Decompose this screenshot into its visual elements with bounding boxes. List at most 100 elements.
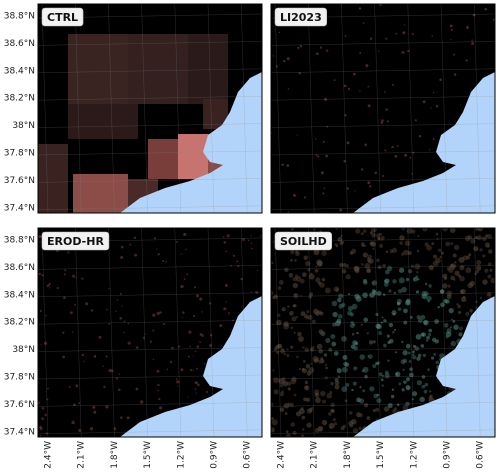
- field-dot: [366, 416, 371, 420]
- grid-line: [374, 228, 381, 437]
- grid-line: [38, 374, 262, 380]
- field-block: [188, 34, 228, 104]
- label-text: EROD-HR: [47, 235, 104, 248]
- field-dot: [416, 380, 422, 386]
- panel-label: SOILHD: [274, 231, 333, 251]
- field-dot: [290, 422, 295, 427]
- field-dot: [127, 341, 131, 345]
- field-dot: [401, 340, 404, 344]
- field-dot: [39, 434, 42, 437]
- field-dot: [454, 261, 457, 264]
- field-dot: [341, 241, 345, 244]
- field-dot: [403, 380, 407, 384]
- field-dot: [386, 120, 389, 123]
- field-dot: [71, 331, 74, 333]
- field-dot: [325, 337, 331, 343]
- field-dot: [321, 399, 326, 404]
- grid-line: [240, 4, 248, 213]
- field-dot: [349, 312, 355, 317]
- field-dot: [367, 181, 371, 185]
- field-dot: [489, 268, 493, 272]
- field-dot: [286, 353, 290, 358]
- field-dot: [458, 310, 462, 315]
- field-dot: [354, 190, 356, 192]
- field-dot: [432, 138, 435, 141]
- field-dot: [333, 351, 339, 356]
- label-text: SOILHD: [280, 235, 327, 248]
- field-dot: [377, 265, 382, 270]
- field-dot: [351, 332, 355, 336]
- field-dot: [396, 145, 399, 147]
- sea: [353, 72, 495, 213]
- field-dot: [352, 427, 359, 434]
- field-dot: [392, 279, 397, 284]
- field-dot: [396, 403, 400, 407]
- field-dot: [192, 369, 194, 372]
- panel-label: EROD-HR: [41, 231, 110, 251]
- field-dot: [271, 402, 274, 407]
- field-dot: [436, 237, 439, 241]
- field-dot: [194, 388, 197, 391]
- field-dot: [285, 430, 289, 434]
- field-dot: [332, 418, 336, 422]
- grid-line: [240, 228, 248, 437]
- lon-label: 1.8°W: [110, 441, 120, 469]
- field-dot: [439, 353, 445, 359]
- map-content: [38, 4, 262, 213]
- field-dot: [92, 405, 96, 409]
- field-dot: [83, 360, 85, 362]
- field-block: [73, 174, 128, 213]
- field-dot: [443, 322, 449, 328]
- field-dot: [225, 284, 228, 287]
- field-dot: [386, 334, 390, 338]
- field-dot: [402, 358, 408, 363]
- field-dot: [287, 381, 292, 386]
- field-dot: [401, 286, 407, 293]
- field-dot: [296, 134, 298, 136]
- field-dot: [318, 329, 324, 334]
- field-dot: [314, 397, 321, 404]
- field-dot: [401, 252, 405, 256]
- field-dot: [152, 358, 155, 361]
- field-dot: [431, 35, 433, 38]
- field-dot: [297, 331, 302, 337]
- lat-label: 38.2°N: [4, 318, 35, 328]
- field-dot: [427, 333, 432, 337]
- field-dot: [358, 413, 363, 418]
- field-dot: [98, 335, 102, 339]
- field-dot: [482, 279, 488, 285]
- field-dot: [403, 249, 409, 256]
- map-content: [271, 4, 495, 213]
- field-dot: [334, 384, 340, 390]
- field-dot: [166, 368, 169, 371]
- field-dot: [283, 60, 286, 63]
- grid-line: [271, 95, 495, 101]
- field-dot: [349, 423, 354, 428]
- field-dot: [298, 71, 301, 75]
- field-dot: [335, 245, 339, 248]
- lat-label: 37.6°N: [4, 400, 35, 410]
- field-dot: [459, 265, 465, 271]
- field-dot: [208, 302, 212, 305]
- field-dot: [194, 350, 197, 353]
- field-dot: [308, 295, 313, 299]
- field-dot: [199, 333, 203, 336]
- field-dot: [232, 319, 235, 322]
- field-dot: [448, 307, 454, 314]
- field-dot: [358, 426, 362, 431]
- field-dot: [475, 265, 482, 271]
- field-dot: [459, 276, 465, 282]
- field-dot: [363, 317, 369, 323]
- grid-line: [271, 402, 495, 407]
- field-dot: [192, 355, 194, 357]
- field-dot: [93, 410, 97, 414]
- field-dot: [372, 340, 376, 344]
- field-dot: [159, 406, 163, 410]
- field-dot: [135, 346, 139, 349]
- field-dot: [165, 260, 167, 263]
- field-dot: [223, 241, 227, 244]
- field-dot: [364, 143, 367, 147]
- label-text: LI2023: [280, 11, 322, 24]
- field-dot: [316, 343, 323, 350]
- field-dot: [391, 83, 395, 86]
